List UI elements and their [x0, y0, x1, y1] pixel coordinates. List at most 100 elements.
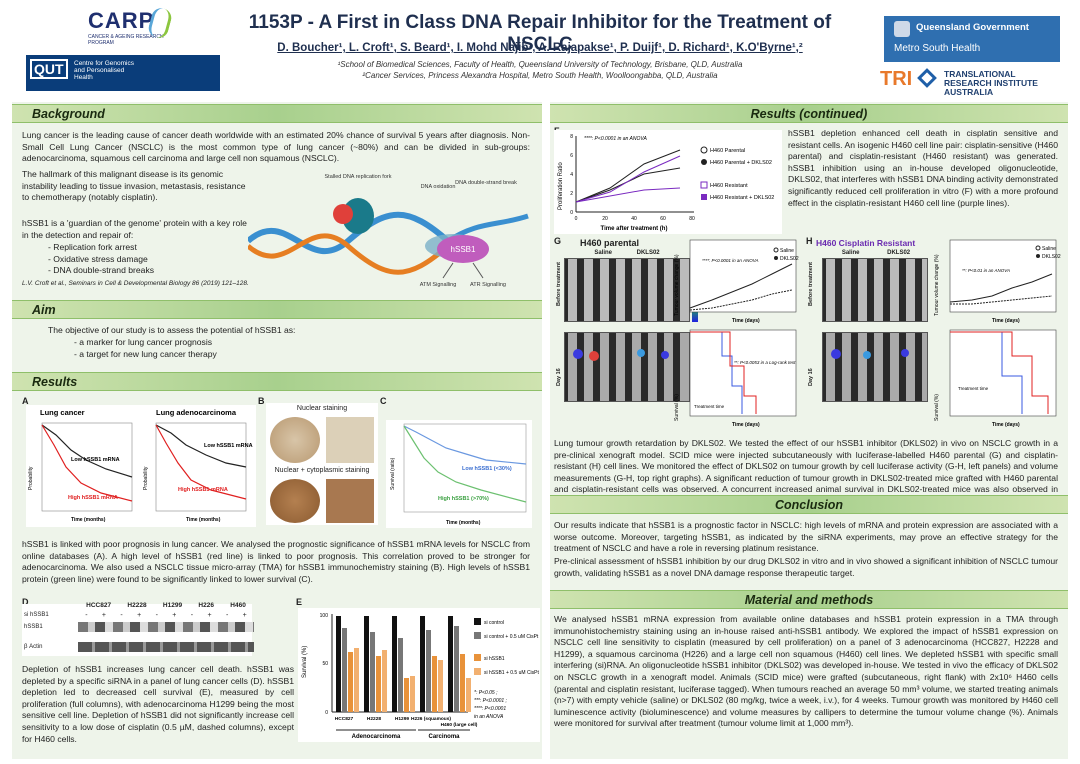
e-legend: si control si control + 0.5 uM CisPt si … [474, 618, 539, 720]
svg-text:****: P<0.0001 in an ANOVA: ****: P<0.0001 in an ANOVA [584, 136, 647, 142]
svg-text:Low hSSB1 mRNA: Low hSSB1 mRNA [71, 457, 120, 463]
svg-text:Proliferation Ratio: Proliferation Ratio [558, 162, 564, 210]
f-legend: H460 Parental H460 Parental + DKLS02 H46… [700, 146, 774, 201]
ihc-nuclear-image [270, 417, 320, 463]
blot-actin-bands [78, 642, 254, 652]
hssb1-node [437, 235, 489, 263]
svg-text:Tumour volume change (%): Tumour volume change (%) [934, 254, 940, 316]
panel-g-label: G [554, 236, 562, 246]
conclusion-p1: Our results indicate that hSSB1 is a pro… [554, 520, 1058, 554]
svg-text:H460 Resistant: H460 Resistant [710, 183, 748, 189]
svg-text:****: P<0.0001: ****: P<0.0001 [474, 706, 506, 712]
svg-text:DKLS02: DKLS02 [1042, 254, 1061, 260]
svg-text:Low hSSB1 mRNA: Low hSSB1 mRNA [204, 443, 253, 449]
panel-d-label: D [22, 597, 29, 607]
svg-text:40: 40 [631, 216, 637, 222]
ihc-cyto-image [270, 479, 320, 523]
svg-text:Time (days): Time (days) [992, 318, 1020, 324]
svg-text:8: 8 [570, 134, 573, 140]
panel-g-graphs: Tumour volume change (%) ****: P<0.0001 … [674, 239, 799, 428]
panel-d-western-blot: HCC827 H2228 H1299 H226 H460 si hSSB1 - + - + - +… [22, 602, 254, 656]
ihc-nuclear-zoom [326, 417, 374, 463]
f-caption: hSSB1 depletion enhanced cell death in c… [788, 128, 1058, 208]
svg-text:*: P<0.05 ;: *: P<0.05 ; [474, 690, 498, 696]
svg-text:hSSB1: hSSB1 [451, 245, 476, 254]
de-caption: Depletion of hSSB1 increases lung cancer… [22, 664, 294, 744]
svg-text:Time (days): Time (days) [732, 422, 760, 428]
carp-logo: CARP CANCER & AGEING RESEARCH PROGRAM [88, 5, 188, 50]
g-before-images [564, 258, 690, 322]
svg-text:Lung adenocarcinoma: Lung adenocarcinoma [156, 408, 237, 417]
svg-text:Time after treatment (h): Time after treatment (h) [601, 226, 668, 232]
svg-text:Time (days): Time (days) [992, 422, 1020, 428]
background-p3: hSSB1 is a 'guardian of the genome' prot… [22, 218, 247, 240]
svg-text:Adenocarcinoma: Adenocarcinoma [352, 734, 401, 740]
svg-text:50: 50 [322, 661, 328, 667]
e-x-labels: HCC827 H2228 H1299 H226 (squamous) H460 … [335, 716, 478, 728]
methods-text: We analysed hSSB1 mRNA expression from a… [554, 614, 1058, 729]
results-header: Results [12, 372, 542, 391]
aim-intro: The objective of our study is to assess … [48, 325, 296, 335]
svg-text:60: 60 [660, 216, 666, 222]
svg-text:Stalled DNA replication fork: Stalled DNA replication fork [325, 174, 392, 180]
svg-text:Time (months): Time (months) [446, 520, 481, 526]
svg-text:***: P<0.0001 ;: ***: P<0.0001 ; [474, 698, 508, 704]
svg-text:DNA oxidation: DNA oxidation [421, 184, 456, 190]
panel-e-label: E [296, 597, 303, 607]
svg-text:H2228: H2228 [367, 716, 381, 722]
g-day16-images [564, 332, 690, 402]
h-before-images [822, 258, 928, 322]
svg-text:Saline: Saline [780, 248, 794, 254]
svg-text:100: 100 [320, 613, 329, 619]
panel-a-km-plots: Lung cancer Lung adenocarcinoma Low hSSB… [26, 405, 256, 527]
svg-text:High hSSB1 (>70%): High hSSB1 (>70%) [438, 496, 489, 502]
svg-text:0: 0 [575, 216, 578, 222]
svg-text:Lung cancer: Lung cancer [40, 408, 85, 417]
methods-header: Material and methods [550, 590, 1068, 609]
background-header: Background [12, 104, 542, 123]
repair-list: - Replication fork arrest - Oxidative str… [48, 242, 155, 276]
blot-signs: - + - + - + - + - + [85, 612, 247, 619]
svg-text:**: P<0.0053 in a Log-rank tes: **: P<0.0053 in a Log-rank test [734, 360, 796, 365]
svg-text:Treatment time: Treatment time [958, 386, 989, 391]
poster-header: CARP CANCER & AGEING RESEARCH PROGRAM QU… [0, 0, 1080, 98]
svg-text:Low hSSB1 (<30%): Low hSSB1 (<30%) [462, 466, 512, 472]
blot-hssb1-bands [78, 622, 254, 632]
crest-icon [894, 21, 910, 37]
svg-text:si hSSB1: si hSSB1 [484, 656, 505, 662]
svg-text:****: P<0.0001 in an ANOVA: ****: P<0.0001 in an ANOVA [702, 258, 759, 263]
panel-c-label: C [380, 396, 387, 406]
svg-text:Time (months): Time (months) [186, 517, 221, 523]
svg-text:High hSSB1 mRNA: High hSSB1 mRNA [68, 495, 118, 501]
panel-h-xenograft: H460 Cisplatin Resistant Saline DKLS02 Be… [808, 236, 934, 434]
svg-text:High hSSB1 mRNA: High hSSB1 mRNA [178, 487, 228, 493]
svg-text:DKLS02: DKLS02 [780, 256, 799, 262]
svg-text:Saline: Saline [1042, 246, 1056, 252]
svg-text:20: 20 [602, 216, 608, 222]
e-bars [336, 616, 471, 712]
panel-b-label: B [258, 396, 265, 406]
panel-f-proliferation: Proliferation Ratio 0 2 4 6 8 0 20 40 60 80 Time… [554, 130, 782, 234]
blot-cell-lines: HCC827 H2228 H1299 H226 H460 [86, 602, 246, 609]
svg-text:80: 80 [689, 216, 695, 222]
km-plot-adeno: Low hSSB1 mRNA High hSSB1 mRNA Probabili… [143, 422, 253, 523]
qut-logo: QUT Centre for Genomics and Personalised… [26, 55, 220, 91]
svg-text:si control + 0.5 uM CisPt: si control + 0.5 uM CisPt [484, 634, 539, 640]
svg-text:Time (months): Time (months) [71, 517, 106, 523]
svg-text:Probability: Probability [28, 466, 34, 490]
svg-text:0: 0 [325, 710, 328, 716]
affiliation-2: ²Cancer Services, Princess Alexandra Hos… [362, 71, 718, 80]
ihc-cyto-zoom [326, 479, 374, 523]
svg-text:Tumour volume change (%): Tumour volume change (%) [674, 254, 680, 316]
tri-diamond-icon [917, 68, 937, 88]
svg-text:H1299: H1299 [395, 716, 409, 722]
h-day16-images [822, 332, 928, 402]
svg-text:si control: si control [484, 620, 504, 626]
results-cont-header: Results (continued) [550, 104, 1068, 123]
aim-header: Aim [12, 300, 542, 319]
svg-text:Survival (ratio): Survival (ratio) [390, 457, 396, 490]
svg-text:4: 4 [570, 172, 573, 178]
svg-text:ATM Signalling: ATM Signalling [420, 282, 457, 288]
panel-h-graphs: Tumour volume change (%) **: P<0.01 in a… [934, 239, 1061, 428]
svg-text:2: 2 [570, 191, 573, 197]
